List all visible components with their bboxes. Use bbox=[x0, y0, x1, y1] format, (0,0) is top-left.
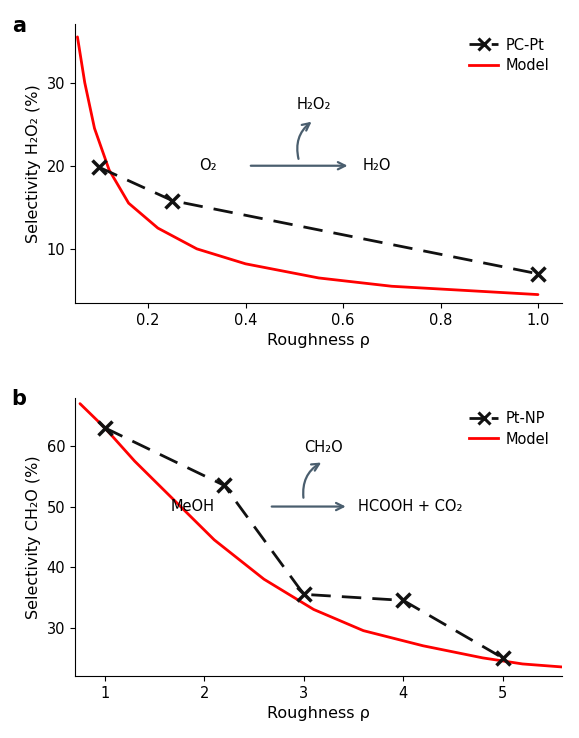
Text: HCOOH + CO₂: HCOOH + CO₂ bbox=[358, 499, 463, 514]
Text: a: a bbox=[12, 16, 25, 36]
Legend: Pt-NP, Model: Pt-NP, Model bbox=[463, 405, 555, 452]
Text: b: b bbox=[12, 389, 27, 410]
X-axis label: Roughness ρ: Roughness ρ bbox=[267, 333, 370, 348]
X-axis label: Roughness ρ: Roughness ρ bbox=[267, 706, 370, 721]
Text: H₂O₂: H₂O₂ bbox=[296, 97, 331, 111]
Y-axis label: Selectivity CH₂O (%): Selectivity CH₂O (%) bbox=[26, 455, 41, 618]
Legend: PC-Pt, Model: PC-Pt, Model bbox=[463, 32, 555, 79]
Text: MeOH: MeOH bbox=[170, 499, 214, 514]
Text: CH₂O: CH₂O bbox=[305, 440, 343, 455]
Text: O₂: O₂ bbox=[199, 158, 217, 173]
Y-axis label: Selectivity H₂O₂ (%): Selectivity H₂O₂ (%) bbox=[26, 84, 41, 243]
Text: H₂O: H₂O bbox=[362, 158, 391, 173]
